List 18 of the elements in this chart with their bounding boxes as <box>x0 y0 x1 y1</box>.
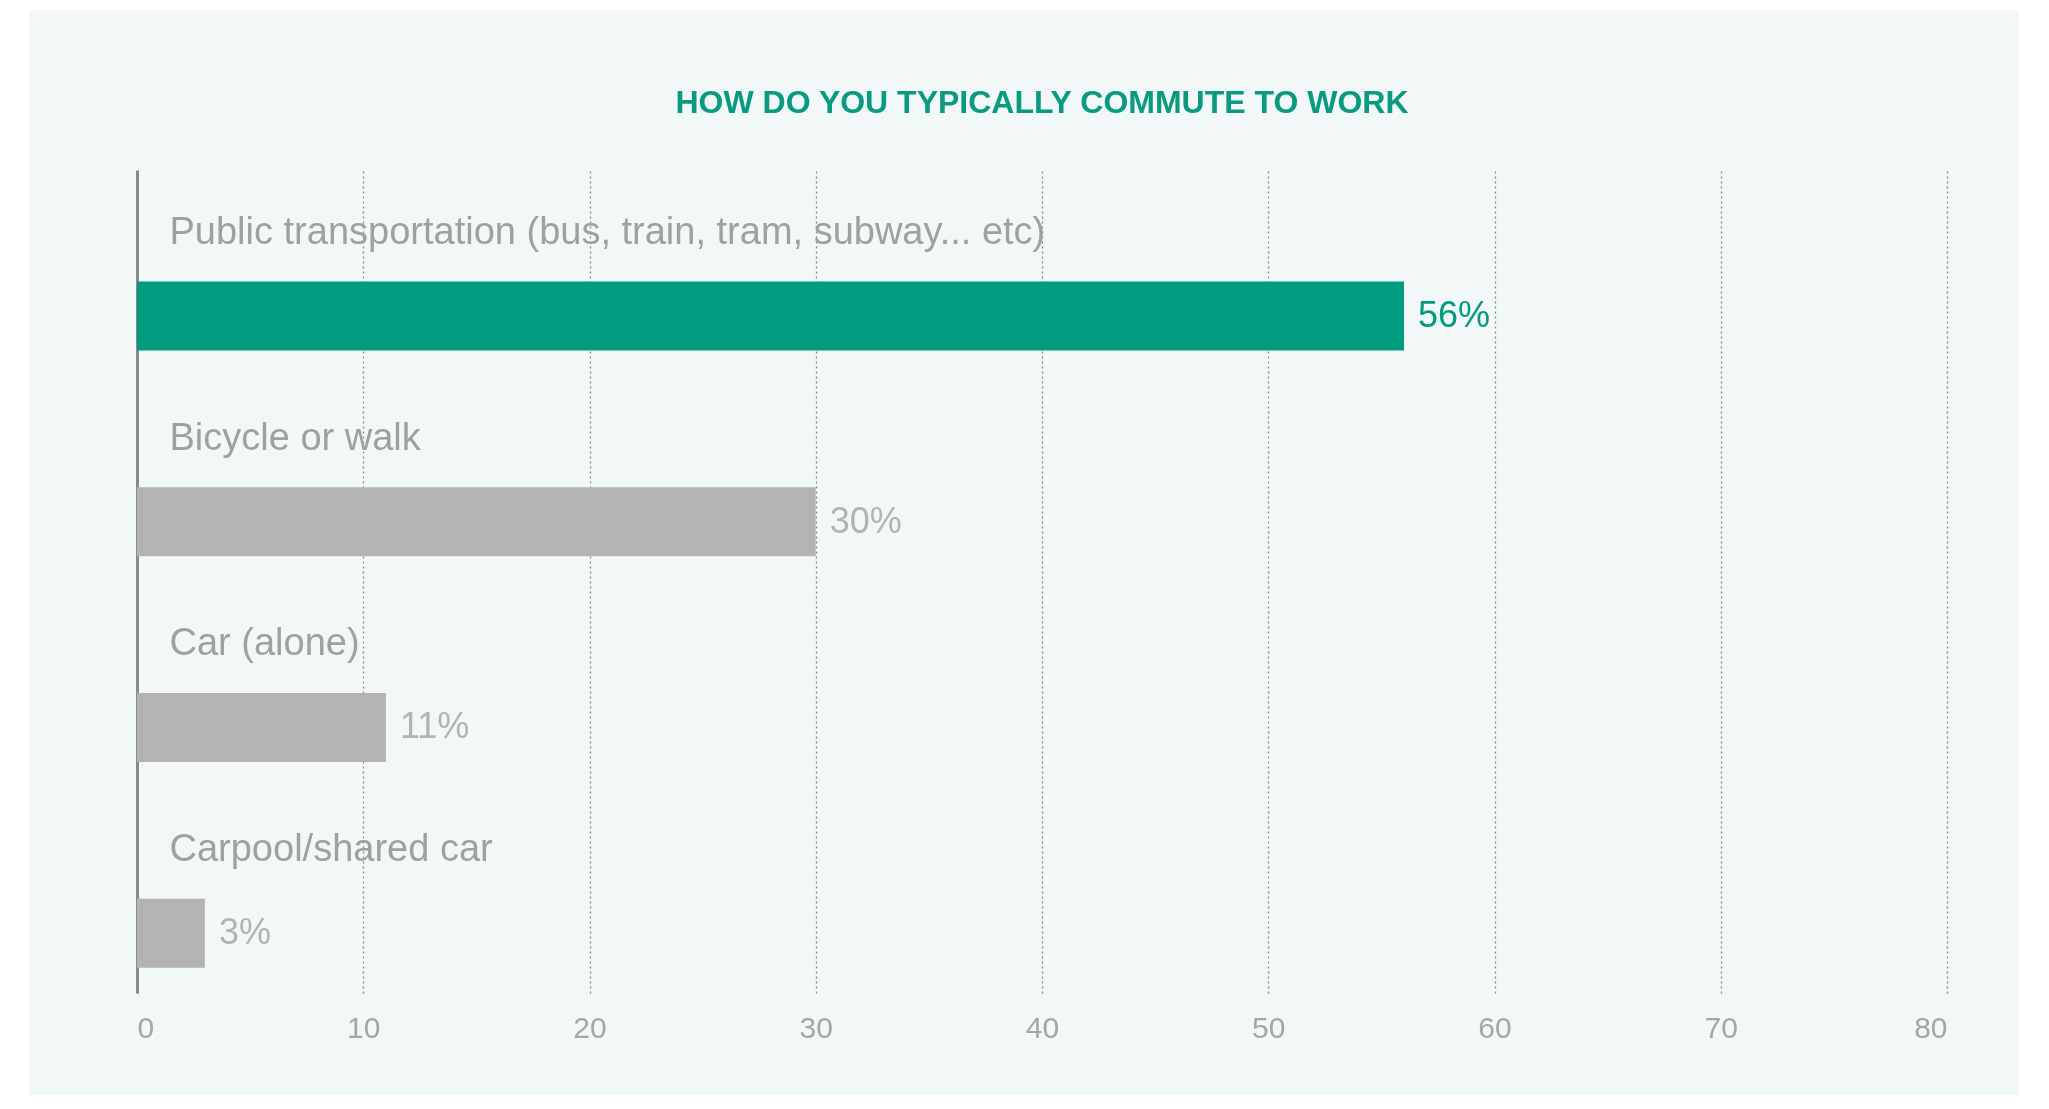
y-tick-label: Car (alone) <box>169 621 360 664</box>
x-tick-label: 10 <box>347 1010 381 1044</box>
x-tick-label: 20 <box>573 1010 607 1044</box>
y-tick-label: Bicycle or walk <box>169 415 422 458</box>
x-tick-label: 70 <box>1704 1010 1738 1044</box>
data-label: 11% <box>399 705 470 747</box>
y-tick-label: Public transportation (bus, train, tram, subway... etc) <box>169 209 1046 252</box>
x-tick-label: 0 <box>137 1010 155 1044</box>
data-label: 30% <box>829 499 902 541</box>
data-label: 3% <box>218 911 271 953</box>
x-tick-label: 80 <box>1914 1010 1948 1044</box>
x-tick-label: 60 <box>1478 1010 1512 1044</box>
x-tick-label: 50 <box>1252 1010 1286 1044</box>
chart-title: HOW DO YOU TYPICALLY COMMUTE TO WORK <box>675 84 1409 120</box>
y-tick-label: Carpool/shared car <box>169 827 494 870</box>
data-label: 56% <box>1418 293 1491 335</box>
x-tick-label: 30 <box>799 1010 833 1044</box>
x-tick-label: 40 <box>1025 1010 1060 1044</box>
